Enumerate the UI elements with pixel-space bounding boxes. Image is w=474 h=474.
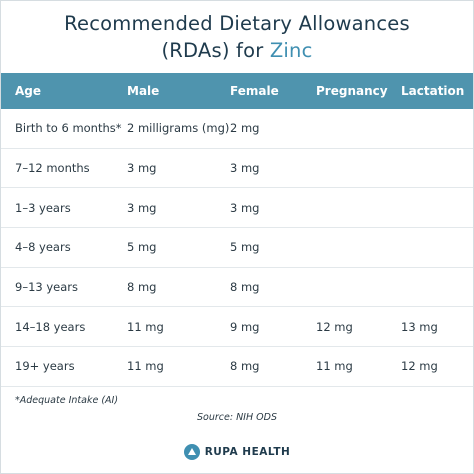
table-cell	[401, 267, 473, 308]
table-cell: 13 mg	[401, 306, 473, 348]
brand-name: RUPA HEALTH	[204, 446, 291, 458]
header-cell: Pregnancy	[316, 73, 401, 109]
table-cell	[316, 109, 401, 149]
table-cell	[316, 187, 401, 229]
table-cell: 5 mg	[230, 227, 316, 268]
table-cell	[401, 227, 473, 268]
table-cell	[316, 148, 401, 189]
table-cell: 7–12 months	[1, 148, 127, 189]
table-cell	[316, 267, 401, 308]
table-cell: 8 mg	[230, 267, 316, 308]
table-cell: 3 mg	[230, 148, 316, 189]
source: Source: NIH ODS	[197, 412, 277, 423]
table-cell: 9 mg	[230, 306, 316, 348]
table-cell	[316, 227, 401, 268]
table-cell: 3 mg	[127, 148, 230, 189]
header-cell: Lactation	[401, 73, 473, 109]
table-row: Birth to 6 months* 2 milligrams (mg) 2 mg	[1, 109, 473, 149]
rda-table: Age Male Female Pregnancy Lactation Birth to…	[1, 73, 473, 387]
header-cell: Female	[230, 73, 316, 109]
table-cell: 9–13 years	[1, 267, 127, 308]
table-cell: 11 mg	[127, 346, 230, 387]
table-cell: 2 mg	[230, 109, 316, 149]
table-cell: 19+ years	[1, 346, 127, 387]
table-cell: 12 mg	[316, 306, 401, 348]
table-row: 9–13 years 8 mg 8 mg	[1, 267, 473, 308]
header-cell: Age	[1, 73, 127, 109]
table-body: Birth to 6 months* 2 milligrams (mg) 2 mg 7…	[1, 109, 473, 387]
table-cell: 3 mg	[230, 187, 316, 229]
table-cell: 11 mg	[127, 306, 230, 348]
header-row: Age Male Female Pregnancy Lactation	[1, 73, 473, 109]
table-cell	[401, 148, 473, 189]
title-line: (RDAs) for Zinc	[1, 37, 473, 64]
table-cell: 2 milligrams (mg)	[127, 109, 230, 149]
table-cell: 3 mg	[127, 187, 230, 229]
brand: RUPA HEALTH	[1, 444, 473, 460]
table-cell: 1–3 years	[1, 187, 127, 229]
table-cell	[401, 187, 473, 229]
table-cell: Birth to 6 months*	[1, 109, 127, 149]
table-row: 19+ years 11 mg 8 mg 11 mg 12 mg	[1, 346, 473, 387]
title-highlight: Zinc	[269, 39, 313, 62]
table-cell: 8 mg	[127, 267, 230, 308]
footnote: *Adequate Intake (AI)	[15, 395, 119, 406]
brand-logo	[183, 444, 200, 460]
header-cell: Male	[127, 73, 230, 109]
title-text: (RDAs) for	[161, 39, 264, 62]
table-cell: 5 mg	[127, 227, 230, 268]
table-cell: 4–8 years	[1, 227, 127, 268]
table-row: 14–18 years 11 mg 9 mg 12 mg 13 mg	[1, 306, 473, 348]
table-cell: 11 mg	[316, 346, 401, 387]
title: Recommended Dietary Allowances (RDAs) fo…	[1, 10, 473, 64]
title-line: Recommended Dietary Allowances	[64, 12, 410, 35]
table-cell: 12 mg	[401, 346, 473, 387]
table-row: 4–8 years 5 mg 5 mg	[1, 227, 473, 268]
table-row: 7–12 months 3 mg 3 mg	[1, 148, 473, 189]
table-cell: 8 mg	[230, 346, 316, 387]
table-cell: 14–18 years	[1, 306, 127, 348]
table-cell	[401, 109, 473, 149]
table-row: 1–3 years 3 mg 3 mg	[1, 187, 473, 229]
